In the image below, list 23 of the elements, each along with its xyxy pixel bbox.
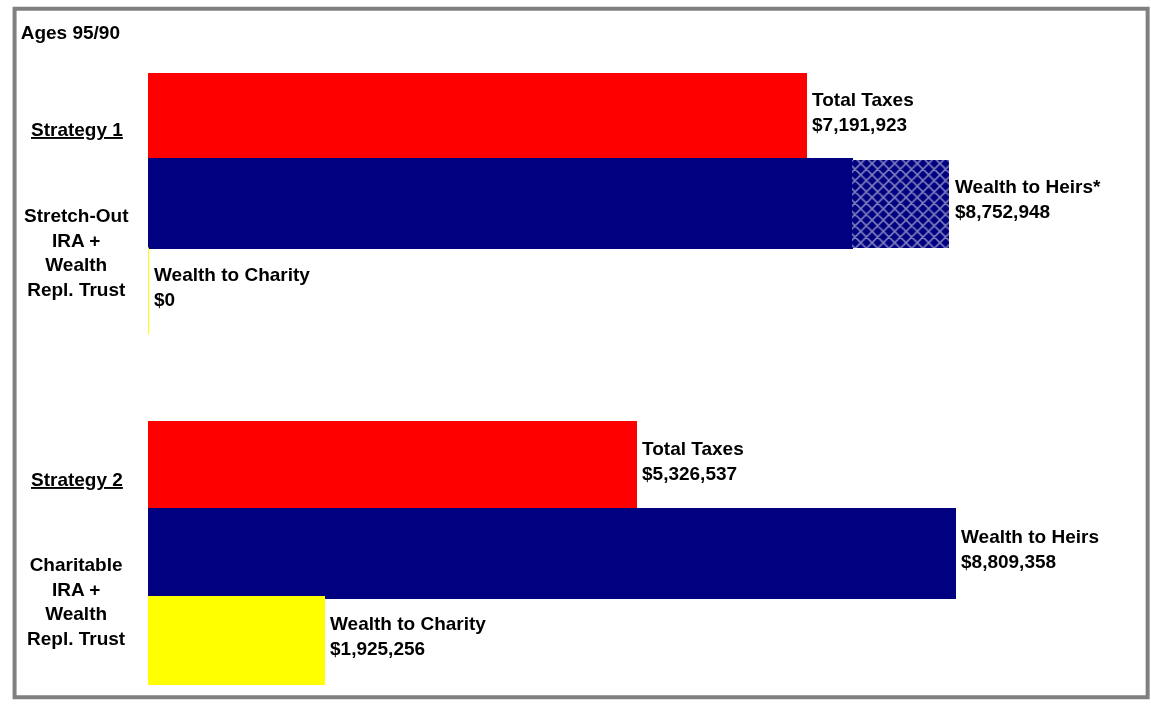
y-tick-label: Wealth to Heirs* bbox=[955, 176, 1101, 197]
data-label: $5,326,537 bbox=[642, 462, 738, 484]
y-tick-label: Total Taxes bbox=[642, 438, 744, 459]
bar bbox=[148, 508, 956, 599]
chart-title: Ages 95/90 bbox=[20, 21, 121, 43]
data-label: $0 bbox=[154, 288, 176, 310]
bar bbox=[148, 596, 325, 685]
y-tick-label: Total Taxes bbox=[812, 89, 914, 110]
y-tick-label: Wealth to Charity bbox=[330, 613, 487, 634]
data-label: $8,809,358 bbox=[961, 550, 1057, 572]
text: Strategy 1 bbox=[31, 119, 124, 140]
y-tick-label: Wealth to Heirs bbox=[961, 526, 1099, 547]
total-label: $8,752,948 bbox=[955, 200, 1051, 222]
bar bbox=[852, 160, 949, 248]
data-label: $7,191,923 bbox=[812, 113, 908, 135]
bar bbox=[148, 73, 807, 161]
text: Charitable IRA + Wealth Repl. Trust bbox=[27, 554, 126, 650]
bar bbox=[148, 158, 853, 249]
text: Stretch-Out IRA + Wealth Repl. Trust bbox=[24, 205, 130, 301]
text: Strategy 2 bbox=[31, 469, 123, 490]
y-tick-label: Wealth to Charity bbox=[154, 264, 311, 285]
bar bbox=[148, 421, 637, 511]
data-label: $1,925,256 bbox=[330, 637, 426, 659]
